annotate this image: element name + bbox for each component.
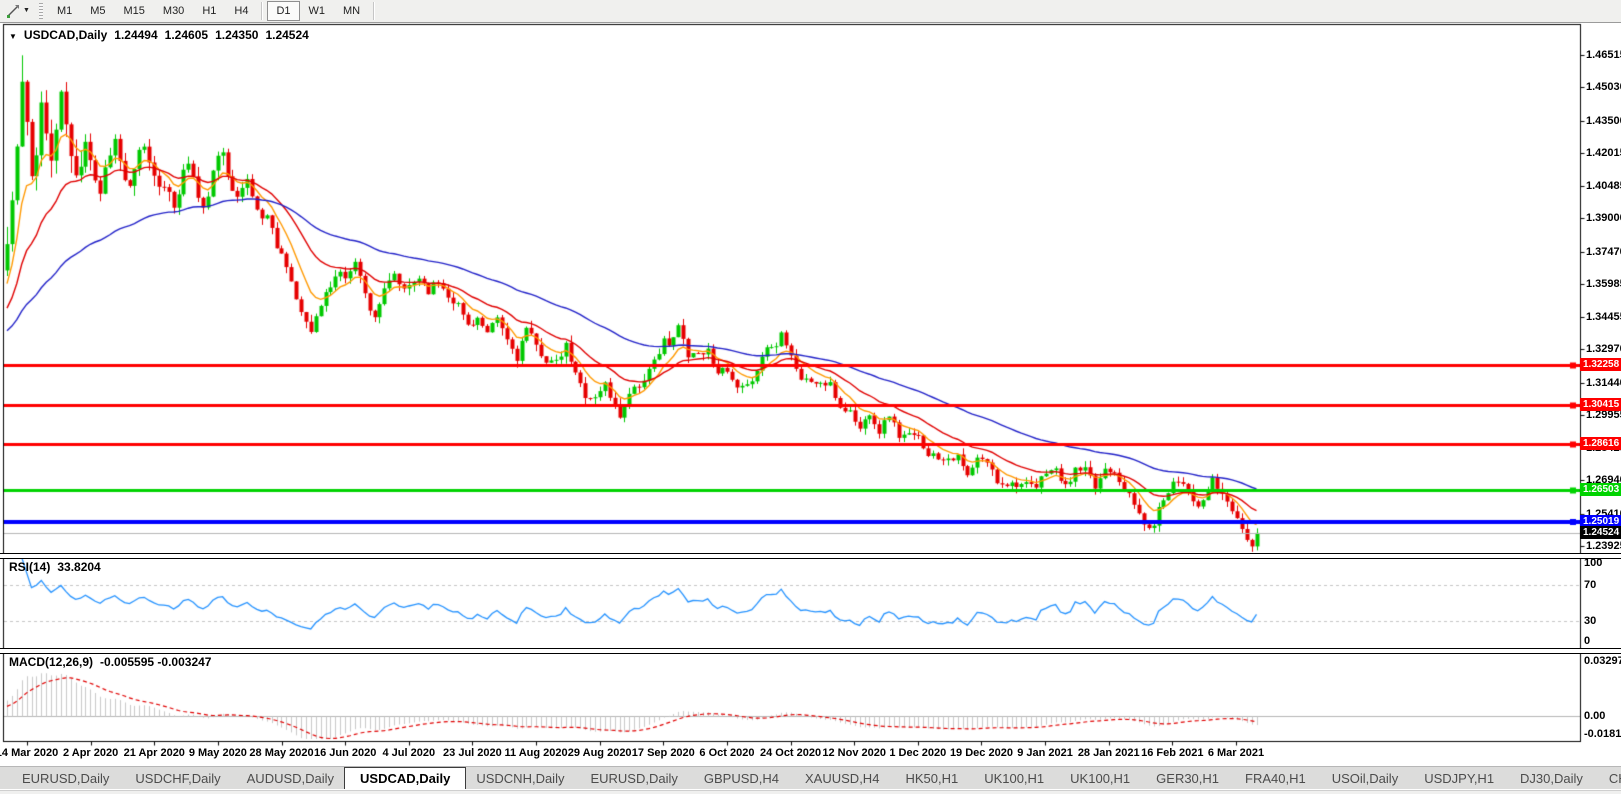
tab-usdchf-daily[interactable]: USDCHF,Daily bbox=[135, 770, 221, 786]
top-toolbar: ▼ M1 M5 M15 M30 H1 H4 D1 W1 MN bbox=[0, 0, 1621, 23]
timeframe-button-mn[interactable]: MN bbox=[343, 5, 361, 17]
tab-fra40-h1[interactable]: FRA40,H1 bbox=[1245, 770, 1306, 786]
ohlc-close: 1.24524 bbox=[265, 28, 309, 42]
chart-tab-bar: EURUSD,Daily USDCHF,Daily AUDUSD,Daily USDC… bbox=[0, 766, 1621, 789]
tab-dj30-daily[interactable]: DJ30,Daily bbox=[1520, 770, 1583, 786]
tab-eurusd-daily[interactable]: EURUSD,Daily bbox=[590, 770, 678, 786]
tab-china300-h1[interactable]: CHINA300,H1 bbox=[1608, 770, 1621, 786]
macd-label: MACD(12,26,9) -0.005595 -0.003247 bbox=[9, 655, 211, 669]
panel-splitter-macd[interactable] bbox=[0, 648, 1621, 654]
chart-title: ▼ USDCAD,Daily 1.24494 1.24605 1.24350 1… bbox=[9, 28, 309, 42]
timeframe-button-m1[interactable]: M1 bbox=[56, 5, 73, 17]
tab-uk100-h1[interactable]: UK100,H1 bbox=[1070, 770, 1131, 786]
rsi-value: 33.8204 bbox=[57, 560, 101, 574]
tab-ger30-h1[interactable]: GER30,H1 bbox=[1156, 770, 1220, 786]
timeframe-button-m5[interactable]: M5 bbox=[90, 5, 106, 17]
crosshair-cursor-tool-icon[interactable] bbox=[3, 2, 23, 20]
tab-audusd-daily[interactable]: AUDUSD,Daily bbox=[246, 770, 335, 786]
tab-uk100-h1[interactable]: UK100,H1 bbox=[984, 770, 1045, 786]
symbol-dropdown-caret[interactable]: ▼ bbox=[9, 32, 17, 41]
toolbar-separator bbox=[373, 2, 376, 20]
rsi-label: RSI(14) 33.8204 bbox=[9, 560, 101, 574]
panel-splitter-rsi[interactable] bbox=[0, 553, 1621, 559]
timeframe-button-w1[interactable]: W1 bbox=[308, 5, 326, 17]
tool-dropdown-caret[interactable]: ▼ bbox=[23, 7, 30, 14]
toolbar-separator bbox=[261, 2, 264, 20]
tab-eurusd-daily[interactable]: EURUSD,Daily bbox=[22, 770, 110, 786]
tab-xauusd-h4[interactable]: XAUUSD,H4 bbox=[805, 770, 880, 786]
macd-name: MACD(12,26,9) bbox=[9, 655, 94, 669]
tab-gbpusd-h4[interactable]: GBPUSD,H4 bbox=[703, 770, 780, 786]
chart-symbol: USDCAD,Daily bbox=[23, 28, 108, 42]
tab-usdcnh-daily[interactable]: USDCNH,Daily bbox=[476, 770, 565, 786]
tab-usoil-daily[interactable]: USOil,Daily bbox=[1331, 770, 1399, 786]
timeframe-button-m30[interactable]: M30 bbox=[162, 5, 185, 17]
timeframe-button-d1[interactable]: D1 bbox=[267, 1, 300, 21]
timeframe-button-m15[interactable]: M15 bbox=[123, 5, 145, 17]
macd-values: -0.005595 -0.003247 bbox=[100, 655, 212, 669]
tab-usdcad-daily[interactable]: USDCAD,Daily bbox=[344, 767, 467, 789]
toolbar-drag-grip[interactable] bbox=[38, 3, 43, 19]
ohlc-high: 1.24605 bbox=[164, 28, 209, 42]
ohlc-low: 1.24350 bbox=[215, 28, 259, 42]
tab-usdjpy-h1[interactable]: USDJPY,H1 bbox=[1424, 770, 1495, 786]
rsi-name: RSI(14) bbox=[9, 560, 51, 574]
timeframe-button-h4[interactable]: H4 bbox=[234, 5, 249, 17]
ohlc-open: 1.24494 bbox=[114, 28, 158, 42]
status-strip bbox=[0, 790, 1621, 794]
timeframe-button-h1[interactable]: H1 bbox=[202, 5, 217, 17]
tab-hk50-h1[interactable]: HK50,H1 bbox=[905, 770, 959, 786]
